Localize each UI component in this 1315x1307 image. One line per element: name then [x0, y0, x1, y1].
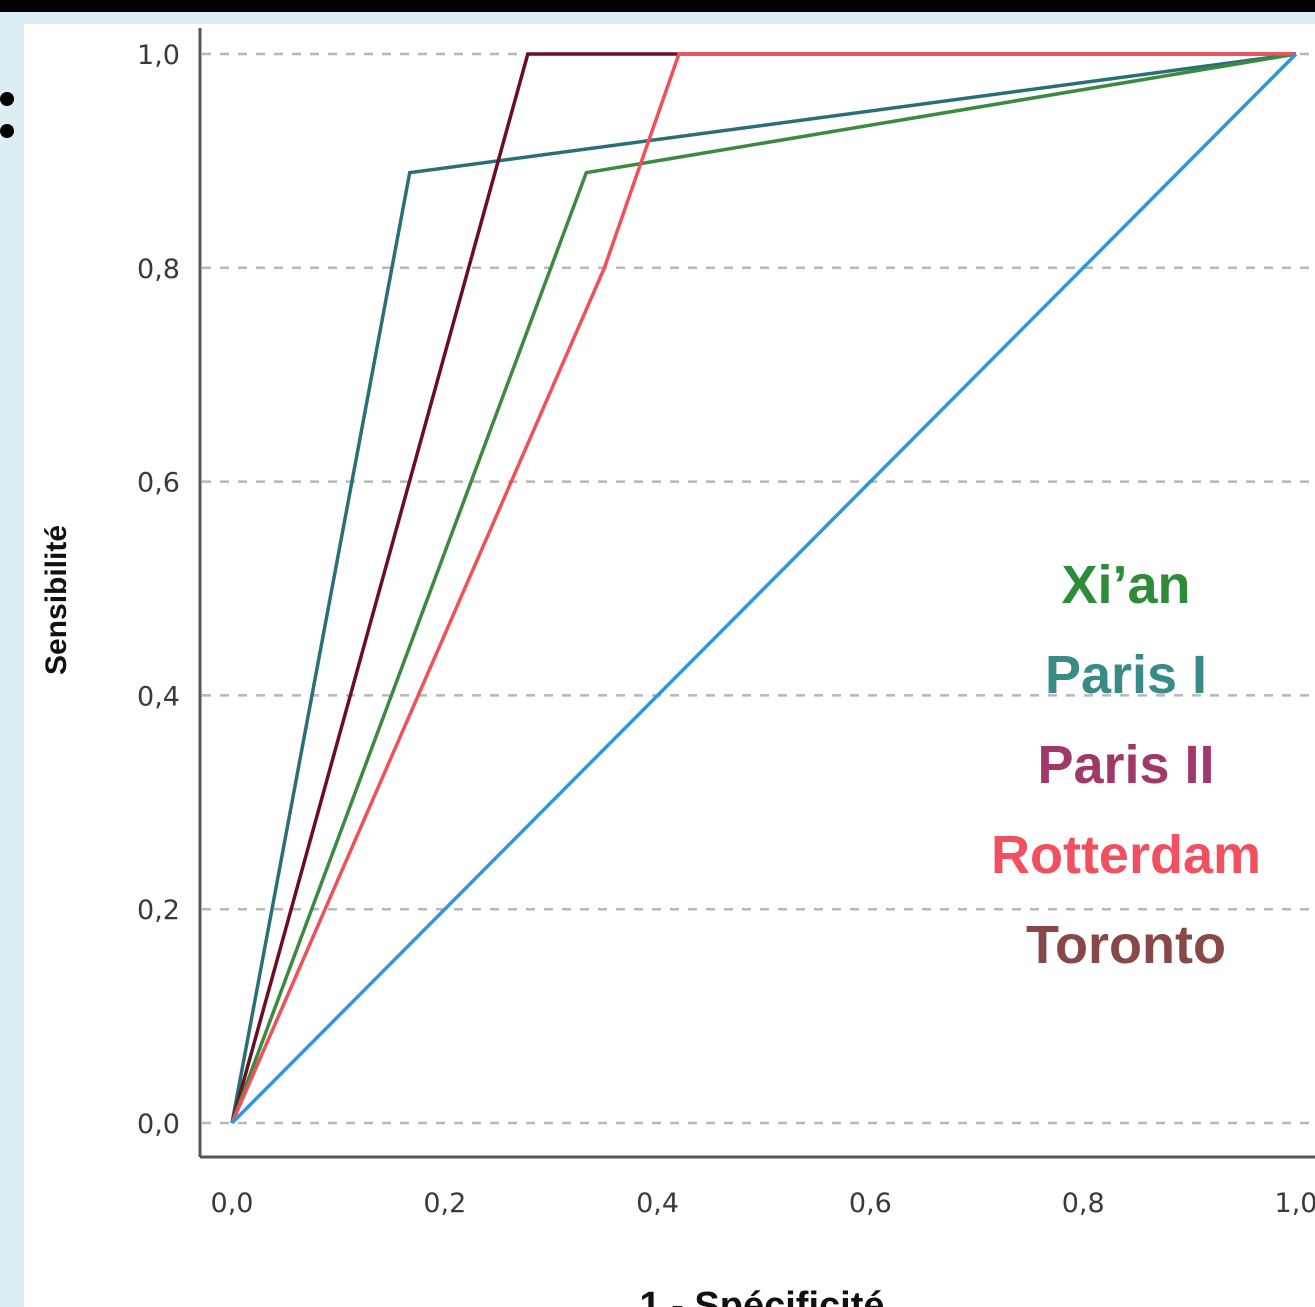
colon-mark — [0, 88, 16, 144]
roc-curve-reference — [230, 52, 1298, 1125]
series-lines — [230, 52, 1298, 1125]
x-tick-label: 0,4 — [636, 1188, 679, 1219]
grid-lines — [202, 52, 1315, 1125]
y-tick-label: 1,0 — [137, 40, 180, 71]
roc-curve-rotterdam — [230, 52, 1296, 1124]
x-tick-label: 0,0 — [211, 1188, 254, 1219]
legend-entry-toronto: Toronto — [1026, 915, 1226, 975]
x-tick-labels: 0,0 0,2 0,4 0,6 0,8 1,0 — [211, 1188, 1315, 1219]
legend: Xi’an Paris I Paris II Rotterdam Toronto — [940, 540, 1312, 990]
roc-curve-xian — [230, 52, 1297, 1124]
top-border — [0, 0, 1315, 12]
legend-entry-xian: Xi’an — [1061, 555, 1191, 615]
legend-entry-paris-i: Paris I — [1044, 645, 1208, 705]
y-tick-label: 0,2 — [137, 895, 180, 926]
x-tick-label: 0,8 — [1062, 1188, 1105, 1219]
x-tick-label: 0,6 — [849, 1188, 892, 1219]
y-tick-label: 0,8 — [137, 254, 180, 285]
legend-entry-paris-ii: Paris II — [1037, 735, 1215, 795]
y-tick-labels: 0,0 0,2 0,4 0,6 0,8 1,0 — [137, 40, 180, 1140]
x-tick-label: 0,2 — [423, 1188, 466, 1219]
roc-curve-paris1 — [230, 52, 1297, 1124]
y-tick-label: 0,0 — [137, 1109, 180, 1140]
x-axis-title: 1 - Spécificité — [640, 1285, 885, 1307]
y-tick-label: 0,6 — [137, 468, 180, 499]
y-tick-label: 0,4 — [137, 681, 180, 712]
legend-entry-rotterdam: Rotterdam — [990, 825, 1262, 885]
y-axis-title: Sensibilité — [40, 525, 73, 675]
x-tick-label: 1,0 — [1275, 1188, 1315, 1219]
